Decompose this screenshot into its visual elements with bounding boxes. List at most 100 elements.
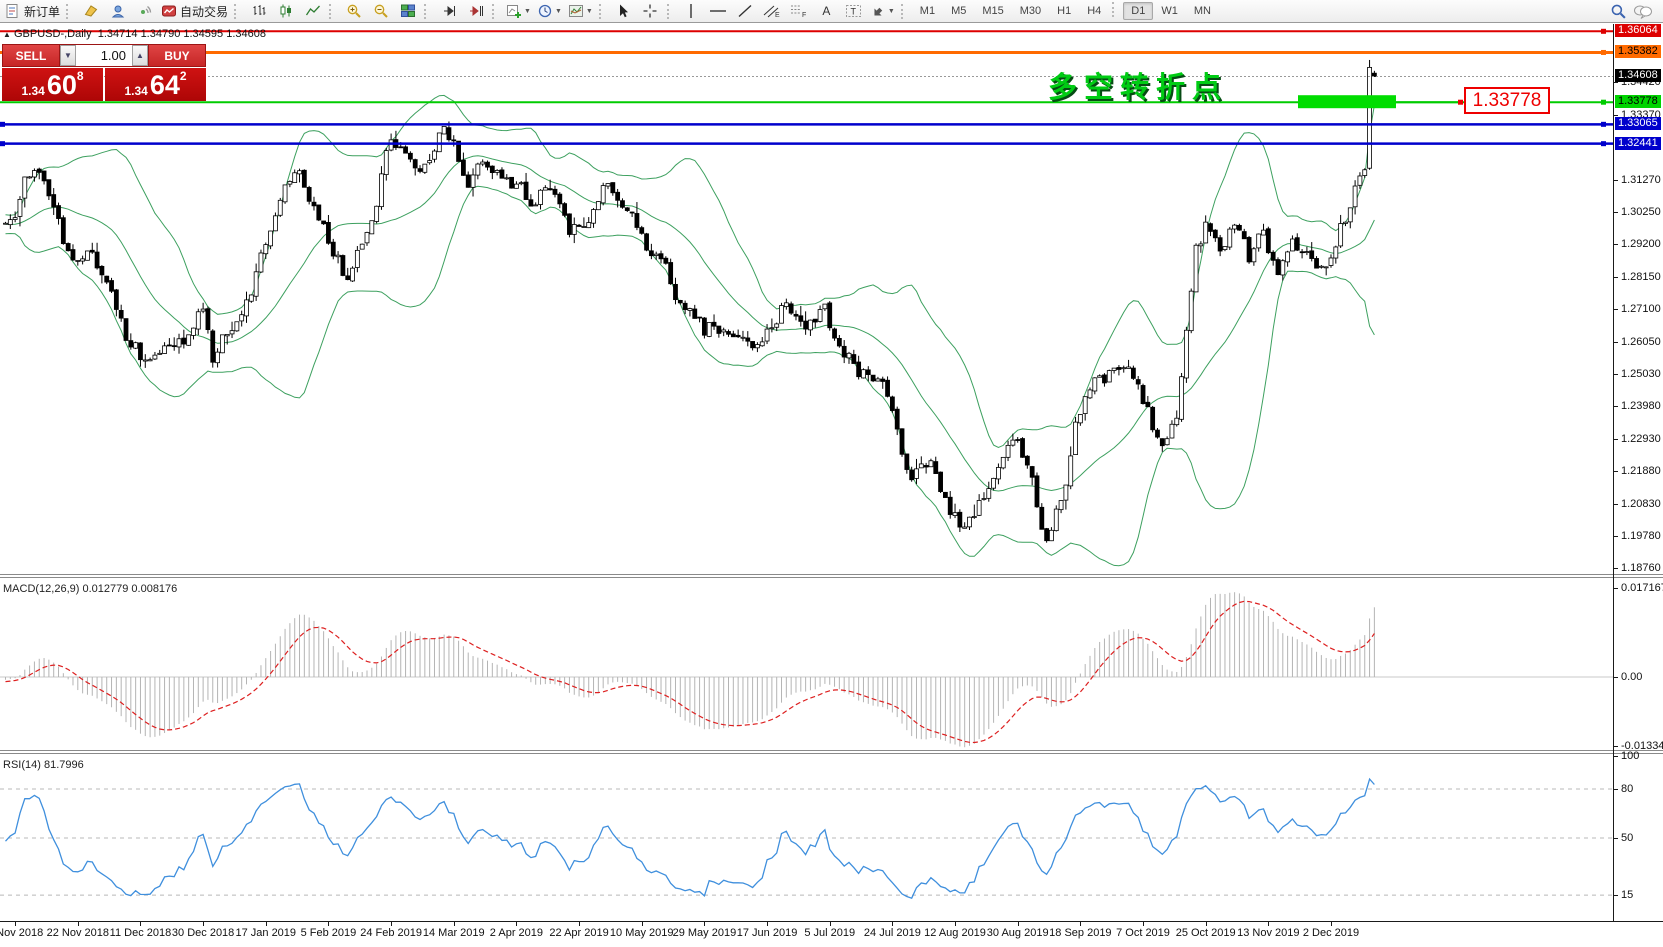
chevron-down-icon: ▼ <box>554 7 562 15</box>
chat-icon[interactable] <box>1633 3 1653 20</box>
arrows-icon <box>874 7 883 16</box>
price-tick-label: 1.19780 <box>1621 530 1661 543</box>
timeframe-d1[interactable]: D1 <box>1123 2 1154 20</box>
price-tick-label: 1.22930 <box>1621 432 1661 445</box>
zoom-out-button[interactable] <box>367 1 394 22</box>
toolbar-grip <box>492 3 499 19</box>
candlestick-chart-button[interactable] <box>272 1 299 22</box>
rsi-tick-mark <box>1614 756 1618 758</box>
date-label: 14 Mar 2019 <box>422 927 485 939</box>
vertical-line-icon <box>690 4 693 18</box>
zoom-in-button[interactable] <box>340 1 367 22</box>
sell-button[interactable]: SELL <box>2 44 60 67</box>
main-chart-pane[interactable] <box>0 24 1613 574</box>
autotrading-button[interactable]: 自动交易 <box>158 1 231 22</box>
cursor-button[interactable] <box>610 1 637 22</box>
search-icon[interactable] <box>1610 3 1627 20</box>
date-tick-mark <box>77 922 79 926</box>
sell-price-small: 1.34 <box>21 84 45 98</box>
rsi-indicator-label: RSI(14) 81.7996 <box>3 759 84 771</box>
one-click-trading-panel: SELL ▼ 1.00 ▲ BUY 1.34 60 8 1.34 64 2 <box>2 44 206 101</box>
auto-scroll-button[interactable] <box>435 1 462 22</box>
bollinger-middle-band <box>5 155 1375 492</box>
volume-increase-button[interactable]: ▲ <box>132 45 148 66</box>
macd-signal-line <box>5 600 1375 744</box>
tile-windows-button[interactable] <box>394 1 421 22</box>
macd-pane[interactable] <box>0 578 1613 750</box>
price-callout-label[interactable]: 1.33778 <box>1464 87 1550 114</box>
date-tick-mark <box>892 922 894 926</box>
candles[interactable] <box>3 59 1377 543</box>
bar-chart-button[interactable] <box>245 1 272 22</box>
price-tick-mark <box>1614 244 1618 246</box>
toolbar-grip <box>598 3 606 19</box>
date-label: 25 Oct 2019 <box>1175 927 1236 939</box>
buy-price[interactable]: 1.34 64 2 <box>105 68 206 101</box>
crosshair-button[interactable] <box>637 1 664 22</box>
date-label: 10 May 2019 <box>609 927 674 939</box>
svg-text:T: T <box>850 7 856 17</box>
vertical-line-button[interactable] <box>678 1 705 22</box>
rsi-pane[interactable] <box>0 754 1613 921</box>
timeframe-w1[interactable]: W1 <box>1161 5 1178 17</box>
price-axis[interactable]: 1.344201.333701.312701.302501.292001.281… <box>1613 24 1663 921</box>
templates-button[interactable]: ▼ <box>565 1 596 22</box>
buy-price-sup: 2 <box>179 69 187 83</box>
volume-decrease-button[interactable]: ▼ <box>60 45 76 66</box>
periods-button[interactable]: ▼ <box>534 1 565 22</box>
equidistant-channel-button[interactable]: E <box>759 1 786 22</box>
arrows-button[interactable]: ▼ <box>867 1 898 22</box>
price-tick-label: 1.18760 <box>1621 562 1661 575</box>
tile-windows-icon <box>400 4 415 17</box>
date-tick-mark <box>203 922 205 926</box>
date-tick-mark <box>1080 922 1082 926</box>
symbol-name: GBPUSD-,Daily <box>14 28 92 40</box>
price-tick-label: 1.26050 <box>1621 335 1661 348</box>
date-label: 22 Apr 2019 <box>549 927 609 939</box>
chart-annotation-text[interactable]: 多空转折点 <box>1048 72 1229 104</box>
timeframe-h1[interactable]: H1 <box>1057 5 1072 17</box>
chart-shift-button[interactable] <box>462 1 489 22</box>
template-icon <box>568 5 583 17</box>
date-label: 2 Apr 2019 <box>489 927 544 939</box>
buy-button[interactable]: BUY <box>148 44 206 67</box>
sell-price-big: 60 <box>46 70 77 100</box>
date-tick-mark <box>1017 922 1019 926</box>
timeframe-mn[interactable]: MN <box>1193 5 1211 17</box>
timeframe-m5[interactable]: M5 <box>951 5 967 17</box>
timeframe-m30[interactable]: M30 <box>1019 5 1042 17</box>
price-badge-1.33065: 1.33065 <box>1615 117 1661 131</box>
community-button[interactable] <box>104 1 131 22</box>
rsi-line <box>5 777 1375 900</box>
text-button[interactable]: A <box>813 1 840 22</box>
signals-icon <box>140 5 151 14</box>
timeframe-m15[interactable]: M15 <box>982 5 1004 17</box>
timeframe-h4[interactable]: H4 <box>1087 5 1102 17</box>
trade-panel-collapse-toggle[interactable]: ▲ <box>3 30 11 39</box>
highlight-rectangle[interactable] <box>1298 95 1396 109</box>
timeframe-m1[interactable]: M1 <box>919 5 936 17</box>
macd-tick-label: 0.017167 <box>1621 582 1663 595</box>
buy-price-small: 1.34 <box>124 84 148 98</box>
fibonacci-button[interactable]: F <box>786 1 813 22</box>
chart-shift-icon <box>469 5 483 17</box>
macd-tick-label: 0.00 <box>1621 671 1643 683</box>
sell-price[interactable]: 1.34 60 8 <box>2 68 103 101</box>
line-chart-button[interactable] <box>299 1 326 22</box>
pane-separator[interactable] <box>0 574 1663 578</box>
trendline-button[interactable] <box>732 1 759 22</box>
horizontal-line-button[interactable] <box>705 1 732 22</box>
metaeditor-button[interactable] <box>77 1 104 22</box>
indicators-button[interactable]: ▼ <box>503 1 534 22</box>
new-order-button[interactable]: 新订单 <box>2 1 63 22</box>
macd-tick-mark <box>1614 746 1618 748</box>
price-tick-mark <box>1614 406 1618 408</box>
signals-button[interactable] <box>131 1 158 22</box>
date-tick-mark <box>641 922 643 926</box>
pane-separator[interactable] <box>0 750 1663 754</box>
autotrading-label: 自动交易 <box>180 4 229 19</box>
volume-input[interactable]: 1.00 <box>100 48 126 63</box>
text-label-button[interactable]: T <box>840 1 867 22</box>
price-tick-mark <box>1614 471 1618 473</box>
